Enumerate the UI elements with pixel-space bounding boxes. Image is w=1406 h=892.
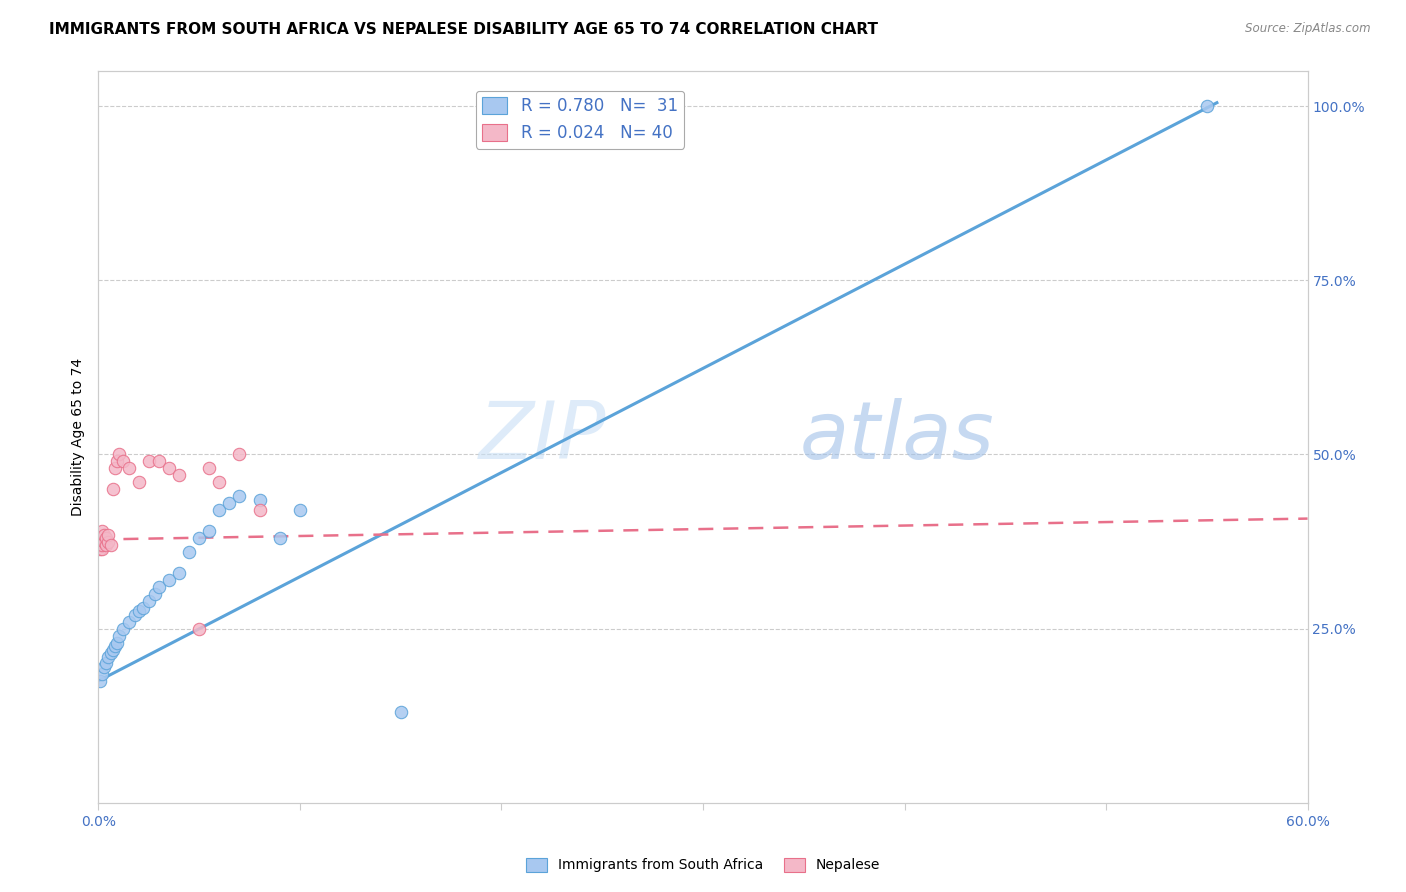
Point [105,454,128,468]
Point [89,534,111,549]
Point [157,573,180,587]
Point [128,604,150,618]
Point [167,566,190,580]
Point [89,541,111,556]
Point [118,615,141,629]
Point [208,503,231,517]
Point [90,541,112,556]
Point [138,594,160,608]
Point [157,461,180,475]
Text: Source: ZipAtlas.com: Source: ZipAtlas.com [1246,22,1371,36]
Point [118,461,141,475]
Point [107,629,129,643]
Text: atlas: atlas [800,398,994,476]
Point [97,649,120,664]
Point [89,673,111,688]
Point [96,538,118,552]
Point [228,489,250,503]
Y-axis label: Disability Age 65 to 74: Disability Age 65 to 74 [70,358,84,516]
Point [103,639,125,653]
Point [89,531,111,545]
Point [87,538,110,552]
Point [97,527,120,541]
Point [93,660,115,674]
Point [107,448,129,462]
Point [91,531,114,545]
Point [128,475,150,490]
Point [111,454,134,468]
Point [90,538,112,552]
Point [87,534,110,549]
Point [188,531,211,545]
Point [228,448,250,462]
Point [138,454,160,468]
Point [90,534,112,549]
Point [111,622,134,636]
Point [96,531,118,545]
Point [269,531,291,545]
Point [143,587,166,601]
Point [148,454,170,468]
Point [91,524,114,538]
Point [89,538,111,552]
Point [93,534,115,549]
Point [249,503,271,517]
Point [167,468,190,483]
Point [188,622,211,636]
Point [132,600,155,615]
Point [148,580,170,594]
Point [91,538,114,552]
Point [103,461,125,475]
Legend: Immigrants from South Africa, Nepalese: Immigrants from South Africa, Nepalese [520,852,886,878]
Point [101,483,124,497]
Point [89,531,111,545]
Point [90,531,112,545]
Point [105,635,128,649]
Legend: R = 0.780   N=  31, R = 0.024   N= 40: R = 0.780 N= 31, R = 0.024 N= 40 [475,91,685,149]
Point [218,496,240,510]
Point [198,524,221,538]
Text: ZIP: ZIP [479,398,606,476]
Point [389,705,412,719]
Point [89,538,111,552]
Point [96,657,118,671]
Point [288,503,311,517]
Point [97,534,120,549]
Point [89,531,111,545]
Point [100,646,122,660]
Point [1195,99,1218,113]
Point [208,475,231,490]
Point [93,527,115,541]
Point [249,492,271,507]
Point [198,461,221,475]
Point [179,545,201,559]
Point [100,538,122,552]
Point [101,642,124,657]
Point [91,667,114,681]
Text: IMMIGRANTS FROM SOUTH AFRICA VS NEPALESE DISABILITY AGE 65 TO 74 CORRELATION CHA: IMMIGRANTS FROM SOUTH AFRICA VS NEPALESE… [49,22,879,37]
Point [124,607,146,622]
Point [89,534,111,549]
